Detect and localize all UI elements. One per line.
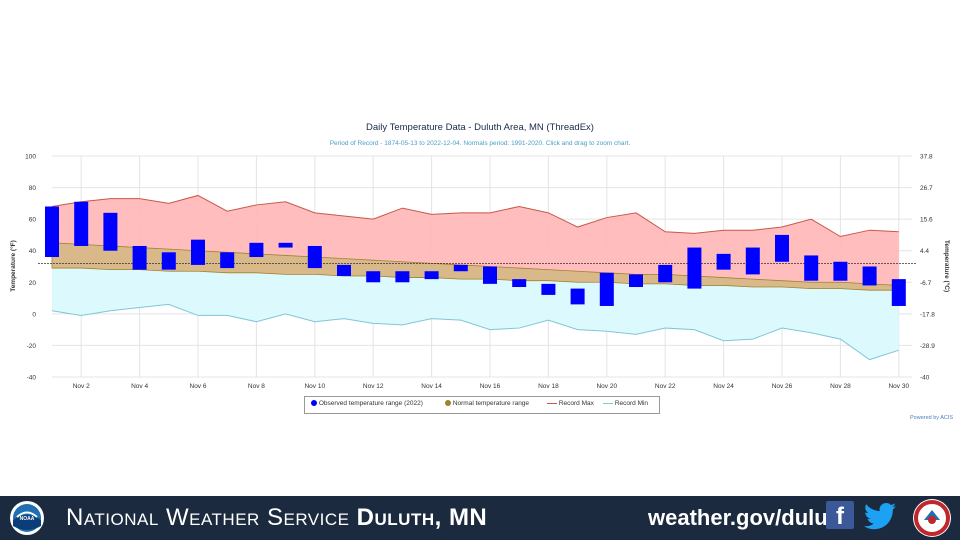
observed-bar[interactable]	[833, 261, 848, 281]
observed-bar[interactable]	[570, 288, 585, 305]
legend-item-record-min[interactable]: Record Min	[603, 400, 648, 407]
observed-bar[interactable]	[74, 201, 89, 246]
observed-bar[interactable]	[249, 242, 264, 258]
y-tick-label-left: 0	[32, 311, 36, 318]
x-tick-label: Nov 6	[190, 383, 207, 390]
record-max-line	[51, 194, 899, 238]
x-tick-label: Nov 26	[772, 383, 793, 390]
x-tick-label: Nov 10	[304, 383, 325, 390]
nws-logo	[913, 499, 951, 537]
noaa-logo: NOAA	[10, 501, 44, 535]
chart-subtitle: Period of Record - 1874-05-13 to 2022-12…	[330, 140, 631, 147]
temperature-chart[interactable]: Daily Temperature Data - Duluth Area, MN…	[0, 0, 960, 490]
x-tick-label: Nov 2	[73, 383, 90, 390]
legend-item-normal[interactable]: Normal temperature range	[445, 400, 529, 407]
x-tick-label: Nov 18	[538, 383, 559, 390]
y-tick-label-left: 100	[25, 154, 36, 161]
legend-item-observed[interactable]: Observed temperature range (2022)	[311, 400, 423, 407]
y-tick-label-left: 80	[29, 185, 37, 192]
y-axis-label-left: Temperature (°F)	[9, 240, 17, 292]
observed-bar[interactable]	[775, 234, 789, 262]
y-tick-label-right: -40	[920, 375, 930, 382]
observed-bar[interactable]	[512, 279, 527, 288]
y-tick-label-left: -20	[27, 343, 37, 350]
footer-url[interactable]: weather.gov/duluth	[648, 505, 849, 530]
y-tick-label-left: 60	[29, 217, 37, 224]
observed-bar[interactable]	[220, 252, 235, 269]
observed-bar[interactable]	[424, 271, 439, 280]
x-tick-label: Nov 24	[713, 383, 734, 390]
observed-bar[interactable]	[278, 242, 293, 248]
observed-bar[interactable]	[745, 247, 760, 275]
observed-bar[interactable]	[366, 271, 381, 283]
record-max-line-icon	[547, 402, 557, 404]
y-tick-label-left: -40	[27, 375, 37, 382]
y-tick-label-right: 15.6	[920, 217, 933, 224]
observed-bar[interactable]	[862, 266, 877, 286]
twitter-icon[interactable]	[864, 500, 898, 532]
record-min-line	[51, 303, 899, 361]
y-tick-label-left: 20	[29, 280, 37, 287]
observed-bar[interactable]	[395, 271, 410, 283]
observed-marker-icon	[311, 400, 317, 407]
observed-bar[interactable]	[132, 245, 147, 270]
chart-title: Daily Temperature Data - Duluth Area, MN…	[366, 122, 594, 133]
x-tick-label: Nov 28	[830, 383, 851, 390]
x-tick-label: Nov 8	[248, 383, 265, 390]
y-tick-label-left: 40	[29, 248, 37, 255]
observed-bar[interactable]	[804, 255, 819, 281]
observed-bar[interactable]	[45, 206, 59, 258]
normal-marker-icon	[445, 400, 451, 407]
y-tick-label-right: -17.8	[920, 311, 935, 318]
noaa-logo-text: NOAA	[20, 516, 35, 522]
observed-bar[interactable]	[453, 264, 468, 272]
acis-credit[interactable]: Powered by ACIS	[910, 415, 954, 421]
observed-bar[interactable]	[599, 272, 614, 306]
x-tick-label: Nov 12	[363, 383, 384, 390]
y-tick-label-right: 26.7	[920, 185, 933, 192]
observed-bar[interactable]	[307, 245, 322, 269]
y-tick-label-right: 37.8	[920, 154, 933, 161]
observed-bar[interactable]	[103, 212, 118, 251]
y-tick-label-right: -6.7	[920, 280, 932, 287]
observed-bar[interactable]	[541, 283, 556, 295]
record-min-line-icon	[603, 402, 613, 404]
observed-bar[interactable]	[716, 253, 731, 270]
observed-bar[interactable]	[629, 274, 643, 288]
x-tick-label: Nov 16	[480, 383, 501, 390]
y-tick-label-right: 4.4	[920, 248, 929, 255]
observed-bar[interactable]	[891, 279, 906, 306]
facebook-icon[interactable]: f	[826, 501, 854, 530]
observed-bar[interactable]	[161, 252, 176, 270]
footer-title-bold: Duluth, MN	[356, 504, 488, 531]
observed-bar[interactable]	[483, 266, 497, 284]
observed-bar[interactable]	[687, 247, 702, 289]
footer-title-light: National Weather Service	[66, 504, 350, 531]
x-tick-label: Nov 20	[596, 383, 617, 390]
record-min-area	[52, 268, 899, 360]
x-tick-label: Nov 22	[655, 383, 676, 390]
y-tick-label-right: -28.9	[920, 343, 935, 350]
observed-bar[interactable]	[191, 239, 205, 265]
y-axis-label-right: Temperature (°C)	[943, 240, 951, 292]
x-tick-label: Nov 4	[131, 383, 148, 390]
footer-bar: NOAA National Weather Service Duluth, MN…	[0, 496, 960, 540]
footer-title: National Weather Service Duluth, MN	[66, 504, 487, 532]
legend-item-record-max[interactable]: Record Max	[547, 400, 594, 407]
observed-bar[interactable]	[658, 264, 673, 283]
x-tick-label: Nov 14	[421, 383, 442, 390]
observed-bar[interactable]	[337, 264, 351, 276]
chart-legend: Observed temperature range (2022) Normal…	[304, 396, 660, 414]
x-tick-label: Nov 30	[888, 383, 909, 390]
